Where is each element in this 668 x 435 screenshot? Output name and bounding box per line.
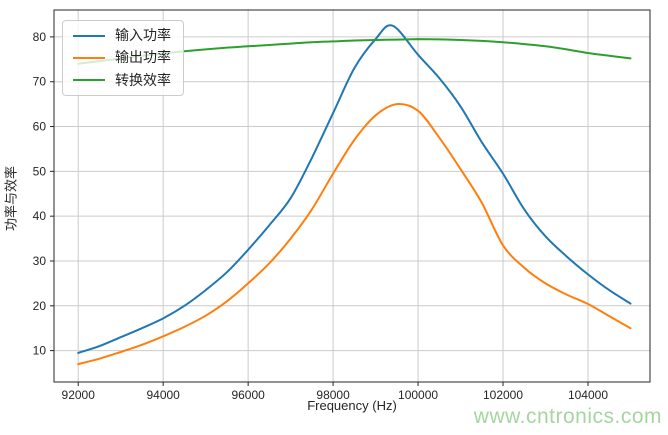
x-tick-label: 102000 — [483, 388, 523, 402]
series-line-output-power — [77, 102, 632, 366]
watermark: www.cntronics.com — [473, 405, 662, 428]
y-tick-label: 10 — [33, 344, 47, 358]
y-tick-label: 40 — [33, 209, 47, 223]
x-tick-label: 98000 — [316, 388, 350, 402]
y-tick-label: 80 — [33, 30, 47, 44]
legend-swatch-input-power — [73, 34, 105, 37]
y-tick-label: 50 — [33, 164, 47, 178]
y-tick-label: 20 — [33, 299, 47, 313]
y-tick-label: 60 — [33, 120, 47, 134]
y-tick-label: 70 — [33, 75, 47, 89]
y-axis-label: 功率与效率 — [3, 166, 19, 232]
legend-swatch-output-power — [73, 57, 105, 60]
legend-label-output-power: 输出功率 — [115, 49, 171, 66]
x-tick-label: 96000 — [231, 388, 265, 402]
legend-swatch-conversion-efficiency — [73, 79, 105, 82]
series-line-input-power — [77, 24, 632, 354]
plot-border — [53, 9, 651, 383]
x-tick-label: 100000 — [398, 388, 438, 402]
legend-label-input-power: 输入功率 — [115, 27, 171, 43]
x-axis-label: Frequency (Hz) — [307, 398, 397, 413]
legend-item-output-power: 输出功率 — [73, 49, 171, 66]
legend-item-input-power: 输入功率 — [73, 27, 171, 43]
x-tick-label: 94000 — [146, 388, 180, 402]
x-tick-label: 104000 — [568, 388, 608, 402]
legend: 输入功率 输出功率 转换效率 — [62, 20, 184, 97]
legend-label-conversion-efficiency: 转换效率 — [115, 71, 171, 88]
y-tick-label: 30 — [33, 254, 47, 268]
x-tick-label: 92000 — [62, 388, 96, 402]
legend-item-conversion-efficiency: 转换效率 — [73, 71, 171, 88]
